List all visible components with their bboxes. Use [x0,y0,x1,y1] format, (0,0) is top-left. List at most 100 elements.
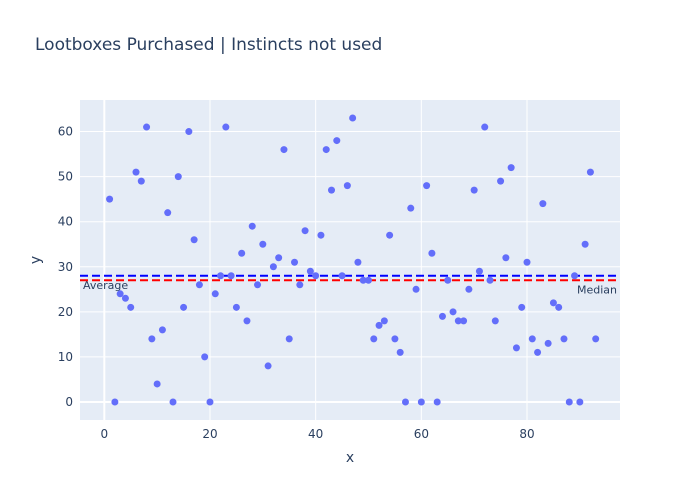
data-point [576,398,584,406]
data-point [116,290,124,298]
data-point [417,398,425,406]
data-point [211,290,219,298]
data-point [491,317,499,325]
data-point [143,123,151,131]
data-point [475,267,483,275]
data-point [581,240,589,248]
data-point [428,249,436,257]
data-point [259,240,267,248]
data-point [539,200,547,208]
data-point [528,335,536,343]
chart-title: Lootboxes Purchased | Instincts not used [35,35,382,55]
x-tick-label: 20 [202,427,217,441]
data-point [586,168,594,176]
data-point [401,398,409,406]
y-tick-label: 30 [58,260,73,274]
data-point [407,204,415,212]
data-point [127,303,135,311]
data-point [185,128,193,136]
data-point [317,231,325,239]
data-point [555,303,563,311]
data-point [301,227,309,235]
data-point [248,222,256,230]
data-point [269,263,277,271]
y-tick-label: 60 [58,125,73,139]
y-tick-label: 50 [58,170,73,184]
data-point [534,348,542,356]
reference-lines: Average Median [80,274,620,296]
tick-labels: 0 20 40 60 80 0 10 20 30 40 50 60 [58,125,535,441]
data-point [232,303,240,311]
data-point [438,312,446,320]
y-tick-label: 20 [58,305,73,319]
data-point [137,177,145,185]
data-point [423,182,431,190]
data-point [328,186,336,194]
x-axis-title: x [346,450,354,466]
data-point [544,339,552,347]
data-point [512,344,520,352]
y-tick-label: 40 [58,215,73,229]
data-point [386,231,394,239]
average-label: Average [83,279,128,292]
data-point [343,182,351,190]
data-point [507,164,515,172]
data-point [333,137,341,145]
data-point [465,285,473,293]
data-point [549,299,557,307]
data-point [164,209,172,217]
data-point [565,398,573,406]
data-point [364,276,372,284]
data-point [412,285,420,293]
data-point [380,317,388,325]
x-tick-label: 60 [414,427,429,441]
data-point [518,303,526,311]
data-point [338,272,346,280]
data-point [148,335,156,343]
data-point [349,114,357,122]
data-point [169,398,177,406]
data-point [449,308,457,316]
data-point [312,272,320,280]
data-point [243,317,251,325]
data-point [460,317,468,325]
data-point [592,335,600,343]
y-axis-title: y [28,256,44,264]
data-point [470,186,478,194]
y-tick-label: 0 [65,395,73,409]
data-point [502,254,510,262]
grid-lines [80,100,620,420]
data-point [238,249,246,257]
data-point [396,348,404,356]
data-point [227,272,235,280]
data-point [481,123,489,131]
data-point [280,146,288,154]
data-point [206,398,214,406]
data-point [571,272,579,280]
data-point [222,123,230,131]
data-point [560,335,568,343]
data-points [106,114,600,406]
data-point [306,267,314,275]
y-tick-label: 10 [58,350,73,364]
data-point [180,303,188,311]
data-point [291,258,299,266]
data-point [486,276,494,284]
x-tick-label: 0 [100,427,108,441]
data-point [444,276,452,284]
data-point [121,294,129,302]
data-point [254,281,262,289]
data-point [370,335,378,343]
data-point [285,335,293,343]
data-point [264,362,272,370]
data-point [195,281,203,289]
data-point [275,254,283,262]
data-point [497,177,505,185]
data-point [190,236,198,244]
data-point [153,380,161,388]
data-point [217,272,225,280]
data-point [354,258,362,266]
data-point [454,317,462,325]
